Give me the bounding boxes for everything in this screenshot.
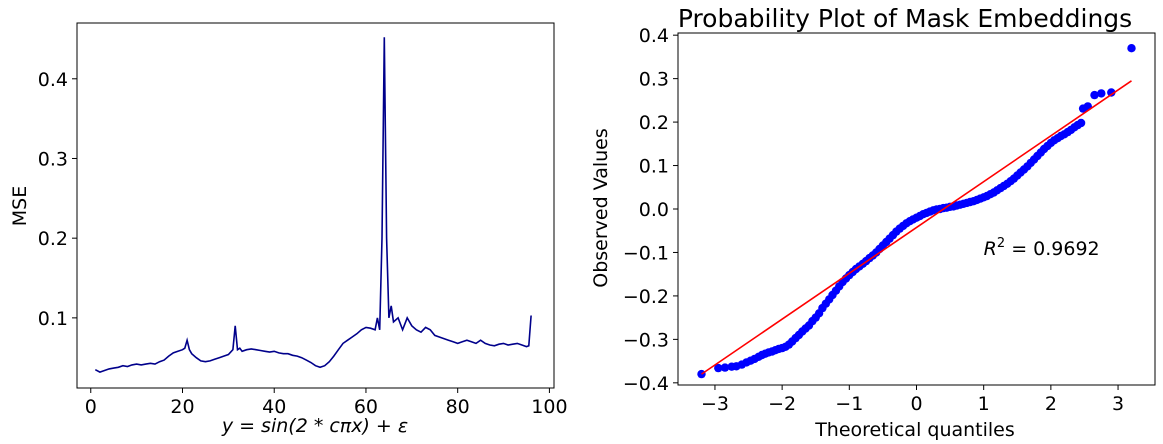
left-x-tick-label: 0 <box>85 396 97 418</box>
observed-point <box>1090 90 1099 100</box>
right-x-ticks: −3 −2 −1 0 1 2 3 <box>701 385 1124 415</box>
left-x-tick-label: 80 <box>446 396 470 418</box>
right-y-tick-label: 0.3 <box>639 69 669 91</box>
left-x-axis-label: y = sin(2 * cπx) + ε <box>221 415 408 437</box>
right-chart-title: Probability Plot of Mask Embeddings <box>678 4 1132 33</box>
probability-plot-chart: Probability Plot of Mask Embeddings −3 −2… <box>590 4 1156 441</box>
right-x-tick-label: 1 <box>978 393 990 415</box>
mse-series-line <box>94 37 532 373</box>
left-x-tick-label: 40 <box>262 396 286 418</box>
right-y-tick-label: −0.4 <box>623 373 669 395</box>
right-y-axis-label: Observed Values <box>590 128 612 288</box>
left-x-tick-label: 100 <box>531 396 567 418</box>
left-x-tick-label: 60 <box>354 396 378 418</box>
observed-point <box>720 363 730 372</box>
right-plot-frame <box>677 32 1156 386</box>
left-y-tick-label: 0.1 <box>38 308 68 330</box>
right-y-tick-label: 0.0 <box>639 199 669 221</box>
observed-point <box>1076 118 1086 128</box>
right-y-tick-label: 0.2 <box>639 112 669 134</box>
left-x-tick-label: 20 <box>170 396 194 418</box>
left-plot-frame <box>76 22 555 389</box>
fit-line <box>701 80 1132 375</box>
right-x-tick-label: −1 <box>835 393 863 415</box>
right-x-tick-label: 0 <box>910 393 922 415</box>
right-x-tick-label: 2 <box>1045 393 1057 415</box>
right-y-tick-label: −0.1 <box>623 242 669 264</box>
left-y-axis-label: MSE <box>9 186 31 226</box>
observed-point <box>1127 44 1136 53</box>
observed-point <box>1107 88 1116 97</box>
r-squared-annotation: R2 = 0.9692 <box>984 236 1100 260</box>
right-y-tick-label: 0.1 <box>639 156 669 178</box>
right-x-tick-label: 3 <box>1112 393 1124 415</box>
observed-point <box>714 363 723 373</box>
right-x-axis-label: Theoretical quantiles <box>814 419 1015 441</box>
observed-points <box>697 44 1136 379</box>
observed-point <box>1097 89 1106 98</box>
left-x-ticks: 0 20 40 60 80 100 <box>85 388 568 418</box>
right-x-tick-label: −3 <box>701 393 729 415</box>
mse-line-chart: 0 20 40 60 80 100 0.1 0.2 0.3 0.4 y = sin(2 * cπ… <box>9 22 568 437</box>
right-y-tick-label: 0.4 <box>639 25 669 47</box>
right-y-ticks: −0.4 −0.3 −0.2 −0.1 0.0 0.1 0.2 0.3 0.4 <box>623 25 678 395</box>
left-y-ticks: 0.1 0.2 0.3 0.4 <box>38 69 77 330</box>
right-y-tick-label: −0.2 <box>623 286 669 308</box>
right-y-tick-label: −0.3 <box>623 329 669 351</box>
right-x-tick-label: −2 <box>768 393 796 415</box>
left-y-tick-label: 0.2 <box>38 228 68 250</box>
left-y-tick-label: 0.4 <box>38 69 68 91</box>
left-y-tick-label: 0.3 <box>38 148 68 170</box>
